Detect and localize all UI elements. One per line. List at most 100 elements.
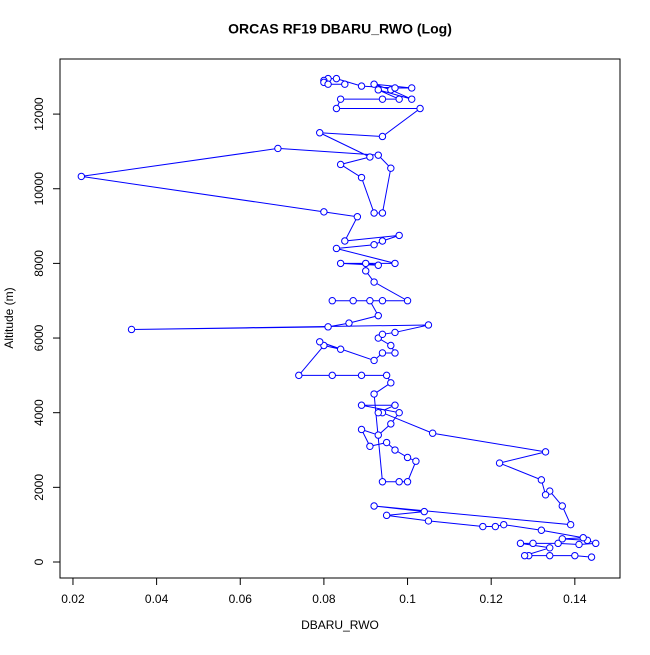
point bbox=[370, 390, 378, 398]
point bbox=[546, 544, 554, 552]
point bbox=[328, 371, 336, 380]
point bbox=[529, 539, 537, 548]
point bbox=[395, 478, 403, 486]
point bbox=[592, 539, 600, 548]
point bbox=[391, 259, 399, 268]
point bbox=[332, 244, 341, 253]
point bbox=[336, 95, 345, 103]
chart-title: ORCAS RF19 DBARU_RWO (Log) bbox=[228, 21, 452, 37]
point bbox=[387, 379, 395, 387]
point bbox=[274, 144, 282, 153]
series-line bbox=[81, 78, 596, 558]
point bbox=[428, 429, 437, 437]
point bbox=[357, 401, 366, 409]
point bbox=[412, 457, 420, 465]
point bbox=[391, 84, 399, 92]
point bbox=[295, 371, 303, 380]
point bbox=[336, 345, 345, 353]
point bbox=[378, 297, 387, 305]
point bbox=[370, 356, 378, 365]
point bbox=[328, 297, 336, 305]
point bbox=[374, 311, 382, 320]
point bbox=[566, 520, 575, 529]
point bbox=[362, 259, 370, 268]
point bbox=[387, 164, 395, 172]
point bbox=[332, 104, 341, 113]
point bbox=[378, 478, 387, 486]
point bbox=[378, 349, 387, 357]
point bbox=[374, 408, 382, 417]
x-tick-label: 0.06 bbox=[229, 592, 253, 606]
plot-frame bbox=[59, 58, 621, 579]
point bbox=[324, 80, 332, 88]
point bbox=[382, 438, 391, 447]
point bbox=[357, 425, 366, 434]
point bbox=[403, 478, 412, 486]
x-tick-label: 0.02 bbox=[61, 592, 85, 606]
y-tick-label: 12000 bbox=[32, 97, 46, 131]
x-tick-label: 0.14 bbox=[563, 592, 587, 606]
point bbox=[537, 476, 546, 484]
point bbox=[374, 431, 382, 439]
point bbox=[378, 209, 387, 217]
point bbox=[587, 553, 596, 561]
point bbox=[391, 401, 399, 409]
y-tick-label: 8000 bbox=[32, 250, 46, 277]
point bbox=[391, 328, 399, 337]
point bbox=[403, 297, 412, 305]
x-tick-label: 0.1 bbox=[399, 592, 416, 606]
point bbox=[541, 448, 550, 456]
point bbox=[520, 551, 529, 560]
point bbox=[479, 522, 487, 531]
point bbox=[575, 540, 583, 549]
point bbox=[395, 95, 403, 103]
point bbox=[387, 420, 395, 428]
point bbox=[391, 349, 399, 357]
point bbox=[424, 517, 433, 525]
y-tick-label: 10000 bbox=[32, 172, 46, 206]
point bbox=[420, 507, 428, 516]
y-tick-label: 6000 bbox=[32, 324, 46, 351]
point bbox=[336, 160, 345, 169]
point bbox=[554, 539, 562, 548]
x-axis-label: DBARU_RWO bbox=[301, 618, 379, 632]
point bbox=[558, 502, 566, 510]
point bbox=[495, 459, 504, 467]
y-tick-label: 0 bbox=[32, 558, 46, 565]
point bbox=[320, 208, 328, 216]
point bbox=[341, 80, 349, 88]
point bbox=[395, 231, 403, 240]
point bbox=[408, 95, 416, 103]
point bbox=[403, 453, 412, 462]
x-tick-label: 0.04 bbox=[145, 592, 169, 606]
point bbox=[387, 341, 395, 350]
point bbox=[370, 241, 378, 249]
point bbox=[424, 321, 433, 329]
point bbox=[366, 442, 374, 450]
point bbox=[382, 511, 391, 520]
point bbox=[357, 371, 366, 380]
point bbox=[357, 82, 366, 90]
point bbox=[391, 446, 399, 454]
point bbox=[558, 535, 566, 543]
point bbox=[370, 502, 378, 510]
point bbox=[416, 104, 424, 113]
point bbox=[571, 551, 579, 560]
point bbox=[374, 261, 382, 269]
point bbox=[362, 267, 370, 275]
point bbox=[395, 408, 403, 417]
point bbox=[516, 539, 525, 548]
point bbox=[341, 237, 349, 245]
point bbox=[370, 209, 378, 217]
point bbox=[336, 259, 345, 268]
point bbox=[366, 297, 374, 305]
x-tick-label: 0.12 bbox=[480, 592, 504, 606]
point bbox=[370, 80, 378, 88]
point bbox=[378, 237, 387, 245]
y-tick-label: 2000 bbox=[32, 474, 46, 501]
point bbox=[349, 297, 357, 305]
point bbox=[382, 371, 391, 380]
y-tick-label: 4000 bbox=[32, 399, 46, 426]
point bbox=[500, 520, 508, 529]
